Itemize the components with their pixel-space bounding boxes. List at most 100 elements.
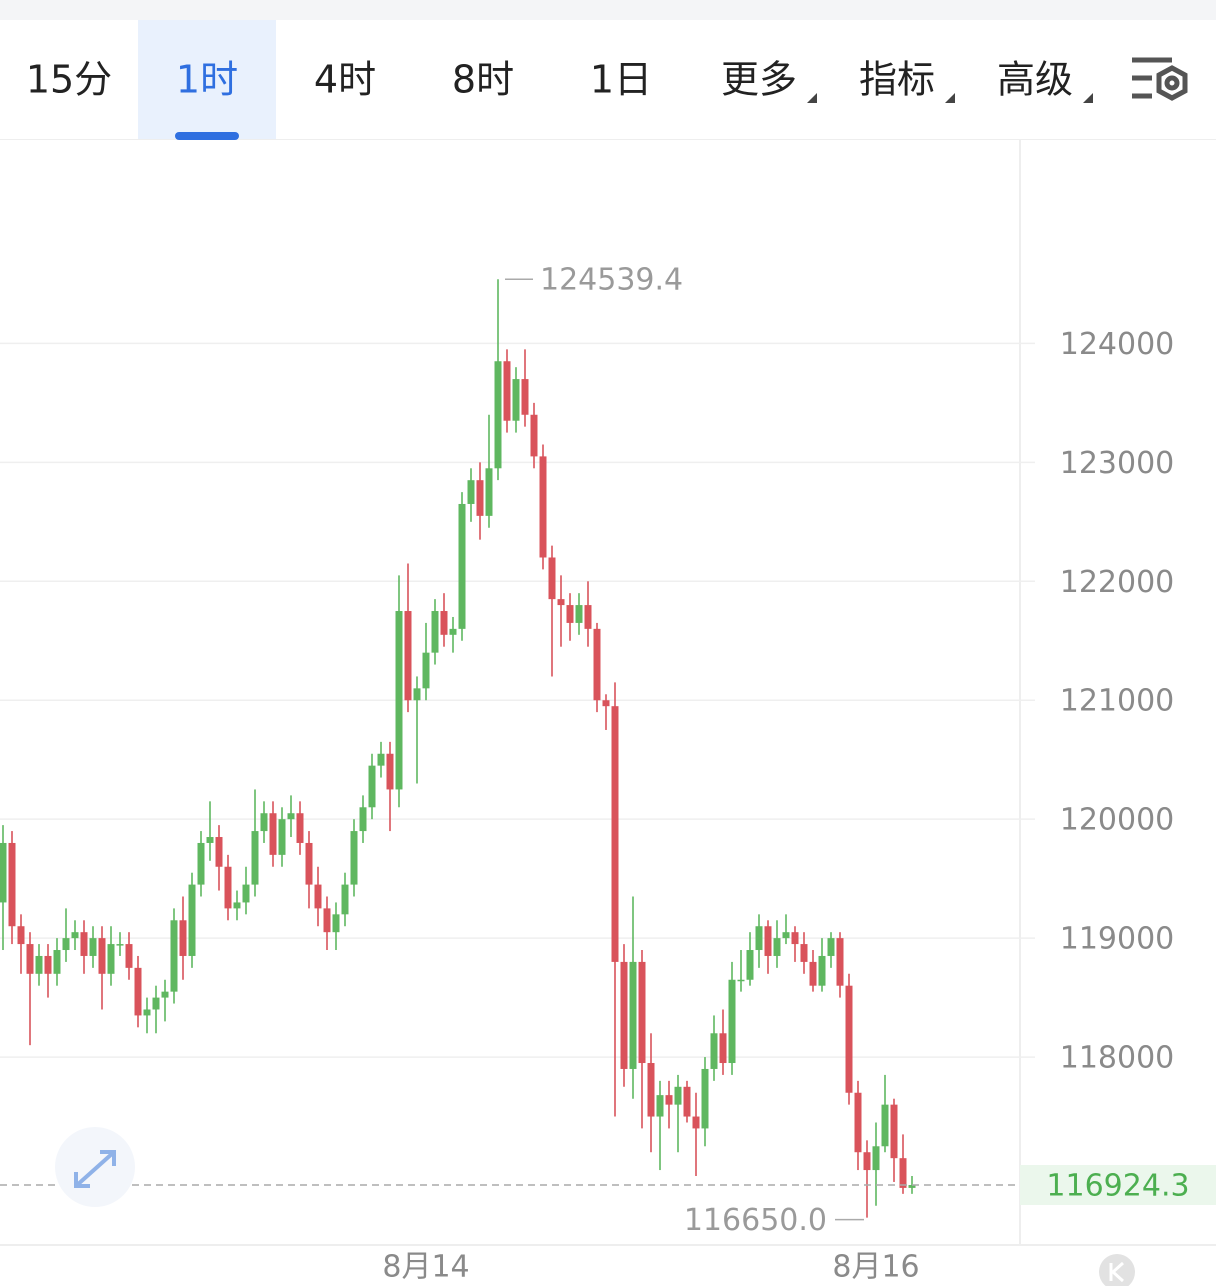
candle-body: [170, 920, 178, 992]
dropdown-caret: [1083, 93, 1093, 103]
y-tick-label: 119000: [1060, 922, 1175, 957]
candle-body: [566, 605, 574, 623]
candle-body: [701, 1068, 709, 1129]
candle-body: [422, 652, 430, 689]
y-tick-label: 118000: [1060, 1041, 1175, 1076]
candle-body: [161, 991, 169, 998]
k-button[interactable]: [1099, 1254, 1135, 1286]
candle-body: [458, 503, 466, 629]
tab[interactable]: 更多: [721, 58, 797, 102]
candle-body: [638, 961, 646, 1064]
candle-body: [143, 1009, 151, 1016]
candle-body: [359, 807, 367, 832]
candle-body: [287, 813, 295, 820]
tab[interactable]: 1日: [590, 58, 652, 102]
candle-body: [809, 961, 817, 986]
candle-body: [0, 842, 7, 903]
candle-body: [521, 379, 529, 415]
y-tick-label: 120000: [1060, 803, 1175, 838]
last-price-box: [1020, 1165, 1216, 1206]
candle-body: [467, 480, 475, 504]
candle-body: [728, 979, 736, 1064]
candle-body: [710, 1033, 718, 1069]
candle-body: [89, 938, 97, 956]
candle-body: [620, 961, 628, 1069]
candle-body: [62, 938, 70, 951]
y-tick-label: 123000: [1060, 446, 1175, 481]
candle-body: [134, 967, 142, 1016]
candle-body: [377, 753, 385, 766]
candle-body: [476, 480, 484, 516]
candle-body: [791, 932, 799, 945]
candle-body: [872, 1146, 880, 1171]
candle-body: [656, 1095, 664, 1117]
candle-body: [71, 932, 79, 939]
candle-body: [539, 456, 547, 558]
candle-body: [548, 557, 556, 600]
candle-body: [764, 926, 772, 956]
active-tab-indicator: [175, 132, 239, 140]
candle-body: [449, 628, 457, 635]
candle-body: [836, 938, 844, 986]
tab[interactable]: 15分: [26, 58, 112, 102]
candle-body: [575, 605, 583, 623]
active-tab-bg: [138, 20, 276, 139]
candle-body: [854, 1092, 862, 1153]
status-strip: [0, 0, 1216, 20]
candle-body: [692, 1116, 700, 1129]
candle-body: [683, 1086, 691, 1117]
candle-body: [431, 611, 439, 653]
candle-body: [674, 1086, 682, 1105]
candle-body: [665, 1095, 673, 1105]
candle-body: [332, 914, 340, 933]
last-price-label: 116924.3: [1046, 1169, 1189, 1204]
candle-body: [341, 884, 349, 915]
candle-body: [818, 955, 826, 986]
candle-body: [323, 908, 331, 933]
candle-body: [296, 813, 304, 843]
candle-body: [215, 837, 223, 867]
candle-body: [233, 902, 241, 909]
candle-body: [251, 831, 259, 885]
candle-body: [404, 611, 412, 701]
max-label: 124539.4: [540, 263, 683, 298]
candle-body: [773, 938, 781, 956]
candle-body: [260, 813, 268, 832]
tab[interactable]: 指标: [859, 58, 935, 102]
candle-body: [611, 706, 619, 962]
settings-icon[interactable]: [1132, 57, 1188, 101]
expand-button[interactable]: [55, 1127, 135, 1207]
candle-body: [368, 765, 376, 808]
candle-body: [863, 1152, 871, 1171]
candle-body: [584, 605, 592, 629]
candle-body: [512, 379, 520, 421]
candle-body: [746, 950, 754, 980]
candle-body: [629, 961, 637, 1069]
candle-body: [8, 842, 16, 927]
tab[interactable]: 高级: [997, 58, 1073, 102]
candle-body: [179, 920, 187, 956]
candle-body: [80, 932, 88, 956]
candle-body: [386, 753, 394, 790]
candle-body: [26, 944, 34, 974]
candle-body: [890, 1104, 898, 1159]
candle-body: [188, 884, 196, 956]
tab-divider: [0, 139, 1216, 140]
plot: 118000 119000 120000 121000 122000 123000 1240…: [0, 263, 1216, 1285]
candle-body: [395, 611, 403, 790]
min-label: 116650.0: [684, 1203, 827, 1238]
candle-body: [269, 813, 277, 855]
dropdown-caret: [945, 93, 955, 103]
candle-body: [602, 700, 610, 707]
tab[interactable]: 8时: [452, 58, 514, 102]
tab[interactable]: 4时: [314, 58, 376, 102]
tab-bar: 15分 1时 4时 8时 1日 更多 指标 高级: [26, 20, 1093, 140]
candle-body: [737, 979, 745, 982]
candle-body: [197, 842, 205, 885]
candle-body: [107, 944, 115, 974]
candle-body: [881, 1104, 889, 1147]
tab[interactable]: 1时: [176, 58, 238, 102]
candle-body: [224, 866, 232, 909]
